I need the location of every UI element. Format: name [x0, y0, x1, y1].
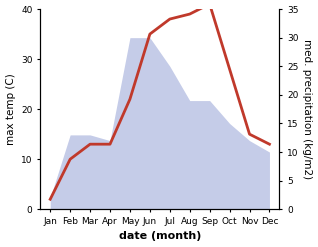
Y-axis label: med. precipitation (kg/m2): med. precipitation (kg/m2) — [302, 39, 313, 179]
Y-axis label: max temp (C): max temp (C) — [5, 73, 16, 145]
X-axis label: date (month): date (month) — [119, 231, 201, 242]
